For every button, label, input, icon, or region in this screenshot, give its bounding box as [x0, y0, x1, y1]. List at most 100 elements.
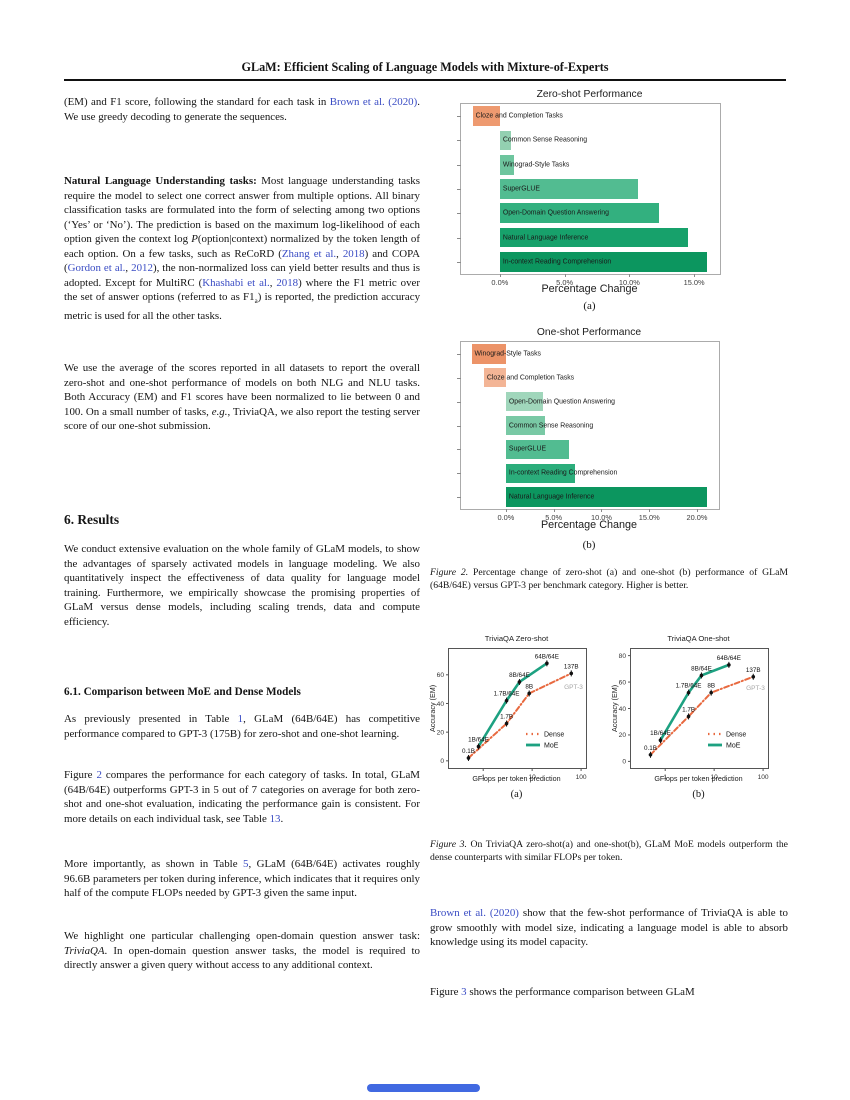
x-tick-label: 10	[528, 774, 536, 781]
paragraph-figure3-intro: Figure 3 shows the performance compariso…	[430, 985, 788, 1000]
point-label: 64B/64E	[717, 655, 741, 662]
citation-link[interactable]: 1	[237, 713, 244, 725]
x-tick-label: 0.0%	[497, 513, 515, 522]
point-label: 0.1B	[462, 748, 475, 755]
figure2-caption: Figure 2. Percentage change of zero-shot…	[430, 566, 788, 593]
text-segment: a	[254, 297, 258, 306]
bar	[499, 154, 515, 175]
category-tick	[457, 497, 461, 499]
citation-link[interactable]: Brown et al. (2020)	[329, 96, 418, 108]
page-header-title: GLaM: Efficient Scaling of Language Mode…	[241, 60, 609, 74]
bar-label: Cloze and Completion Tasks	[486, 374, 575, 382]
data-point	[527, 691, 531, 696]
citation-link[interactable]: Zhang et al.	[281, 247, 337, 260]
series-line-moe	[659, 663, 731, 742]
legend-label-dense: Dense	[726, 732, 746, 739]
text-segment: On TriviaQA zero-shot(a) and one-shot(b)…	[430, 839, 788, 864]
bar-label: Open-Domain Question Answering	[508, 398, 616, 406]
y-tick-label: 0	[440, 758, 444, 765]
text-segment: , GLaM (64B/64E) activates roughly 96.6B…	[64, 858, 420, 900]
text-segment: (option|context) normalized by the token…	[64, 233, 420, 260]
point-label: 137B	[564, 663, 579, 670]
data-point	[569, 671, 574, 676]
one-shot-xlabel: Percentage Change	[540, 519, 638, 531]
x-tick-label: 5.0%	[545, 513, 563, 522]
series-line-moe	[477, 662, 549, 748]
citation-link[interactable]: 2018	[342, 247, 365, 260]
category-tick	[457, 377, 461, 379]
category-tick	[457, 237, 461, 239]
one-shot-performance-chart: Winograd-Style Tasks Cloze and Completion…	[457, 341, 720, 522]
category-tick	[457, 189, 461, 190]
citation-link[interactable]: 2018	[276, 276, 299, 289]
point-label: 1.7B	[500, 714, 513, 721]
text-segment: ,	[336, 247, 343, 260]
citation-link[interactable]: Gordon et al.	[67, 262, 126, 275]
bar-label: Cloze and Completion Tasks	[475, 112, 563, 120]
bar	[499, 251, 708, 272]
series-line-dense	[467, 672, 573, 759]
data-point	[686, 714, 691, 719]
data-point	[727, 663, 731, 667]
category-tick	[457, 213, 461, 215]
triviaqa-zero-shot-xlabel: GFlops per token prediction	[472, 774, 561, 783]
data-point	[699, 673, 704, 678]
category-tick	[457, 473, 461, 475]
text-segment: ) where the F1 metric over the set of an…	[64, 276, 420, 304]
category-tick	[457, 140, 461, 142]
text-segment: . In open-domain question answer tasks, …	[64, 944, 420, 972]
triviaqa-one-shot-title: TriviaQA One-shot	[667, 634, 730, 643]
x-tick-label: 10	[710, 774, 718, 781]
bar-label: In-context Reading Comprehension	[508, 469, 618, 477]
citation-link[interactable]: 3	[461, 986, 467, 998]
text-segment: . We use greedy decoding to generate the…	[64, 96, 420, 123]
x-tick-label: 1	[481, 774, 485, 781]
subsection-heading-moe-dense: 6.1. Comparison between MoE and Dense Mo…	[64, 686, 301, 698]
line-chart-svg: 1 10 100 0 20 40 60 0.1B 1.7B 8B 137B 1B/64E 1.7B/64…	[437, 653, 587, 781]
data-point	[648, 752, 653, 757]
legend-label-dense: Dense	[544, 732, 564, 739]
text-segment: P	[191, 233, 198, 246]
data-point	[751, 674, 756, 679]
citation-link[interactable]: 5	[243, 858, 249, 870]
text-segment: ) and COPA (	[64, 247, 420, 275]
point-label: 8B/64E	[691, 665, 712, 672]
text-segment: Figure	[430, 986, 462, 998]
text-segment: Percentage change of zero-shot (a) and o…	[430, 567, 788, 592]
text-segment: Figure 2.	[430, 567, 469, 578]
y-tick-label: 0	[622, 759, 626, 766]
citation-link[interactable]: 2	[96, 769, 102, 781]
citation-link[interactable]: 2012	[131, 262, 153, 275]
one-shot-sublabel: (b)	[582, 539, 596, 551]
paragraph-score-average: We use the average of the scores reporte…	[64, 361, 420, 434]
citation-link[interactable]: Khashabi et al.	[202, 276, 270, 289]
text-segment: .	[280, 812, 284, 825]
legend-label-moe: MoE	[544, 743, 559, 750]
bar	[483, 368, 506, 388]
category-tick	[457, 116, 461, 118]
text-segment: We highlight one particular challenging …	[64, 930, 420, 942]
bar-label: SuperGLUE	[508, 445, 547, 453]
triviaqa-one-shot-xlabel: GFlops per token prediction	[654, 774, 743, 783]
category-tick	[457, 425, 461, 427]
text-segment: ,	[269, 276, 277, 289]
zero-shot-xlabel: Percentage Change	[541, 283, 638, 295]
text-segment: compares the performance for each catego…	[64, 769, 420, 825]
triviaqa-one-shot-sublabel: (b)	[692, 789, 705, 800]
x-tickmark	[697, 509, 699, 512]
point-label: 0.1B	[644, 745, 657, 752]
y-tick-label: 20	[437, 729, 445, 736]
text-segment: Most language understanding tasks requir…	[64, 175, 420, 246]
gpt3-annotation: GPT-3	[564, 684, 583, 691]
point-label: 1.7B/64E	[676, 683, 702, 690]
x-tick-label: 100	[758, 774, 769, 781]
gpt3-annotation: GPT-3	[746, 685, 765, 692]
data-point	[466, 756, 471, 760]
data-point	[545, 661, 549, 666]
point-label: 1.7B/64E	[494, 691, 520, 698]
text-segment: e.g.	[211, 405, 228, 418]
point-label: 1B/64E	[650, 730, 671, 737]
bar-label: SuperGLUE	[502, 185, 540, 193]
citation-link[interactable]: 13	[269, 812, 281, 825]
citation-link[interactable]: Brown et al. (2020)	[430, 907, 519, 919]
